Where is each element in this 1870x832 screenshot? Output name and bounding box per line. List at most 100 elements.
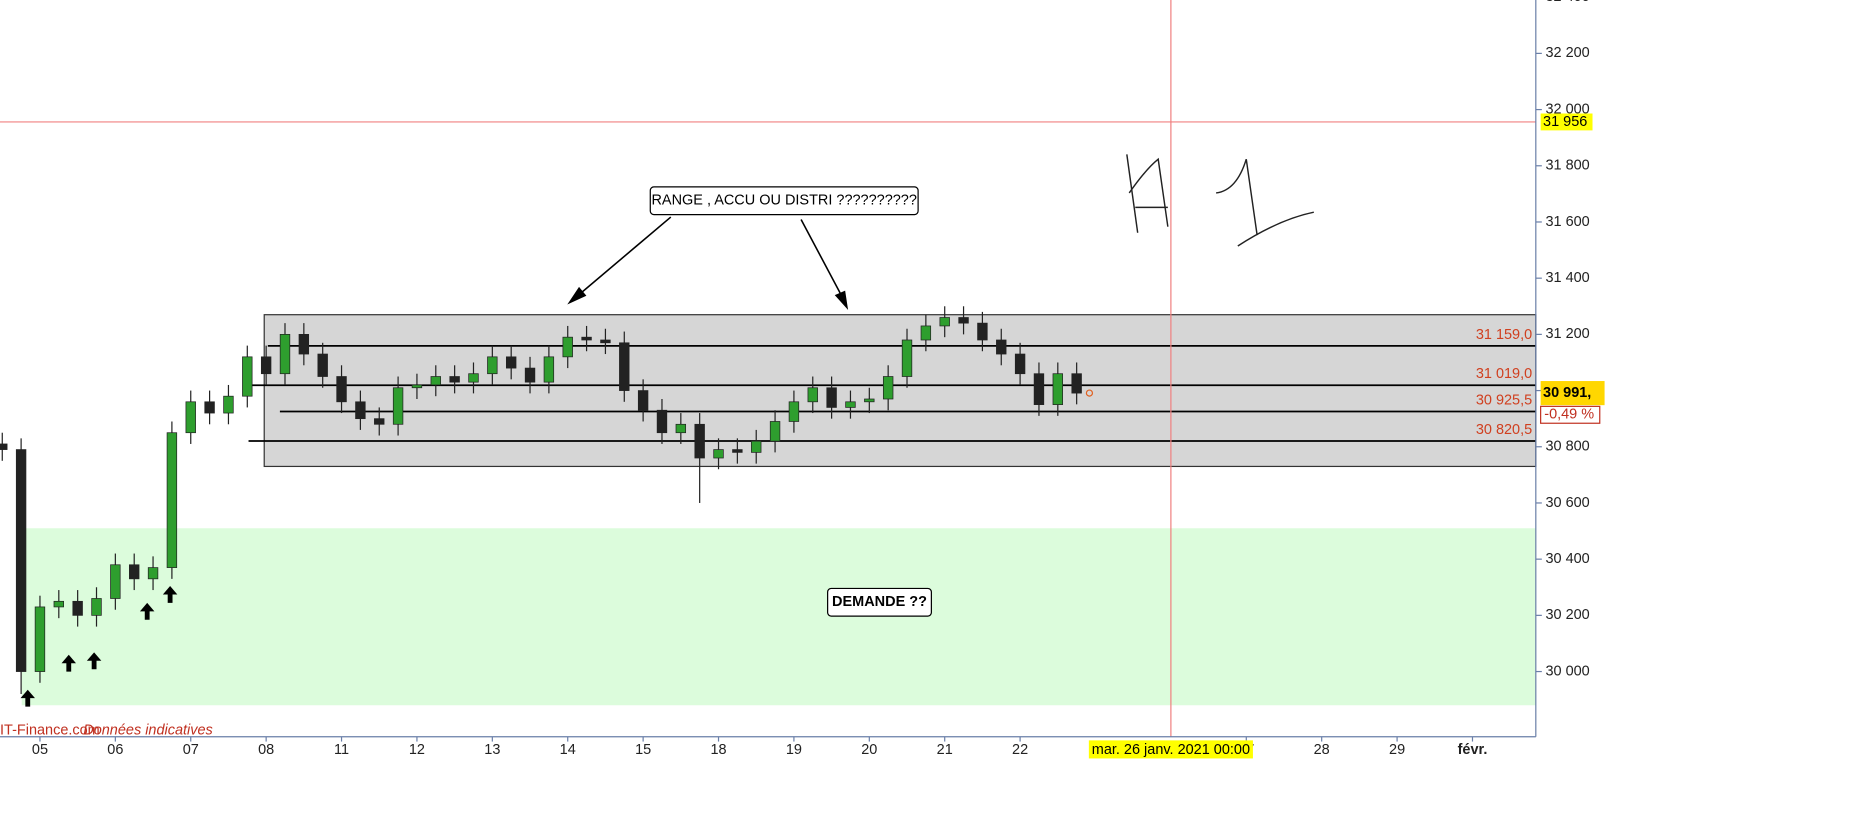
candle-body bbox=[694, 423, 705, 459]
candle-body bbox=[34, 606, 46, 672]
candle-body bbox=[505, 356, 517, 369]
y-tick-label: 31 600 bbox=[1545, 214, 1589, 230]
y-tick-label: 31 200 bbox=[1545, 326, 1589, 342]
y-tick-label: 30 400 bbox=[1545, 551, 1589, 567]
candle-body bbox=[223, 395, 234, 414]
y-tick-label: 30 600 bbox=[1545, 495, 1589, 511]
annotation-text: DEMANDE ?? bbox=[832, 594, 927, 610]
candle-body bbox=[242, 356, 253, 397]
candle-body bbox=[204, 401, 215, 414]
candle-body bbox=[487, 356, 498, 375]
candle-body bbox=[260, 356, 272, 375]
candle-body bbox=[166, 432, 178, 568]
demand-zone bbox=[21, 528, 1536, 706]
x-tick-label: 06 bbox=[107, 742, 123, 758]
level-label: 31 019,0 bbox=[1476, 366, 1532, 382]
candle-body bbox=[751, 440, 762, 453]
x-tick-label: 11 bbox=[334, 742, 349, 758]
y-tick-label: 31 800 bbox=[1545, 158, 1589, 174]
candle-body bbox=[977, 322, 988, 341]
candle-body bbox=[317, 353, 328, 377]
candle-body bbox=[468, 373, 479, 383]
last-price-box bbox=[1540, 381, 1605, 406]
candle-body bbox=[826, 387, 837, 408]
last-price-label: 30 991, bbox=[1543, 385, 1591, 401]
last-price-marker bbox=[1085, 389, 1094, 397]
handwriting bbox=[1126, 154, 1314, 247]
level-label: 30 925,5 bbox=[1476, 392, 1532, 408]
candle-body bbox=[72, 600, 83, 616]
x-tick-label: 22 bbox=[1012, 742, 1028, 758]
y-tick-label: 32 400 bbox=[1545, 0, 1589, 5]
crosshair-x-label: mar. 26 janv. 2021 00:00 bbox=[1092, 742, 1250, 758]
candle-body bbox=[53, 600, 64, 608]
level-label: 31 159,0 bbox=[1476, 327, 1532, 343]
candle-body bbox=[298, 334, 310, 355]
y-tick-label: 32 000 bbox=[1545, 101, 1589, 117]
candle-body bbox=[374, 418, 385, 425]
candle-body bbox=[882, 376, 894, 400]
x-tick-label: 08 bbox=[258, 742, 274, 758]
candle-body bbox=[581, 336, 592, 341]
y-tick-label: 30 800 bbox=[1545, 439, 1589, 455]
candle-body bbox=[713, 449, 724, 459]
demand-annotation: DEMANDE ?? bbox=[827, 587, 932, 617]
candle-body bbox=[411, 384, 423, 389]
crosshair-x-box bbox=[1088, 740, 1253, 759]
candle-body bbox=[0, 443, 8, 450]
x-tick-label: 05 bbox=[32, 742, 48, 758]
candle-body bbox=[769, 421, 781, 442]
candle-body bbox=[1014, 353, 1026, 375]
candle-body bbox=[355, 401, 366, 420]
x-tick-label: 29 bbox=[1389, 742, 1405, 758]
candle-body bbox=[336, 376, 347, 403]
range-annotation: RANGE , ACCU OU DISTRI ?????????? bbox=[649, 186, 919, 216]
candle-body bbox=[637, 390, 649, 411]
source: IT-Finance.com bbox=[0, 723, 100, 739]
x-tick-label: 12 bbox=[409, 742, 425, 758]
candle-body bbox=[392, 387, 404, 425]
candle-body bbox=[656, 409, 668, 434]
candle-body bbox=[864, 398, 875, 403]
candle-body bbox=[449, 376, 460, 383]
candle-body bbox=[600, 339, 611, 344]
x-tick-label: 14 bbox=[560, 742, 576, 758]
candle-body bbox=[524, 367, 536, 383]
annotation-text: RANGE , ACCU OU DISTRI ?????????? bbox=[651, 193, 916, 209]
level-label: 30 820,5 bbox=[1476, 422, 1532, 438]
annotation-arrows bbox=[567, 216, 849, 310]
x-tick-label: 13 bbox=[484, 742, 500, 758]
y-tick-label: 32 200 bbox=[1545, 45, 1589, 61]
candle-body bbox=[901, 339, 913, 377]
x-tick-label: 19 bbox=[786, 742, 802, 758]
candle-body bbox=[958, 317, 969, 324]
x-tick-label: 07 bbox=[183, 742, 199, 758]
x-tick-label: févr. bbox=[1458, 742, 1488, 758]
candle-body bbox=[279, 334, 291, 375]
crosshair-y-box bbox=[1540, 113, 1593, 131]
candle-body bbox=[110, 564, 121, 599]
x-tick-label: 28 bbox=[1314, 742, 1330, 758]
candle-body bbox=[1071, 373, 1082, 394]
candle-body bbox=[129, 564, 140, 580]
y-tick-label: 30 000 bbox=[1545, 663, 1589, 679]
candle-body bbox=[788, 401, 800, 422]
x-tick-label: 20 bbox=[861, 742, 877, 758]
candle-body bbox=[619, 342, 630, 391]
crosshair-y-label: 31 956 bbox=[1543, 114, 1587, 130]
candle-body bbox=[185, 401, 196, 434]
candle-body bbox=[15, 449, 27, 672]
candle-body bbox=[732, 449, 743, 453]
y-tick-label: 31 400 bbox=[1545, 270, 1589, 286]
note: Données indicatives bbox=[83, 723, 213, 739]
candle-body bbox=[807, 387, 818, 403]
candle-body bbox=[939, 317, 950, 327]
candle-body bbox=[1052, 373, 1063, 405]
change-label: -0,49 % bbox=[1544, 407, 1594, 423]
change-box bbox=[1540, 405, 1601, 424]
candle-body bbox=[845, 401, 856, 408]
candle-body bbox=[430, 376, 441, 386]
candle-body bbox=[1033, 373, 1045, 405]
candle-body bbox=[920, 325, 932, 341]
